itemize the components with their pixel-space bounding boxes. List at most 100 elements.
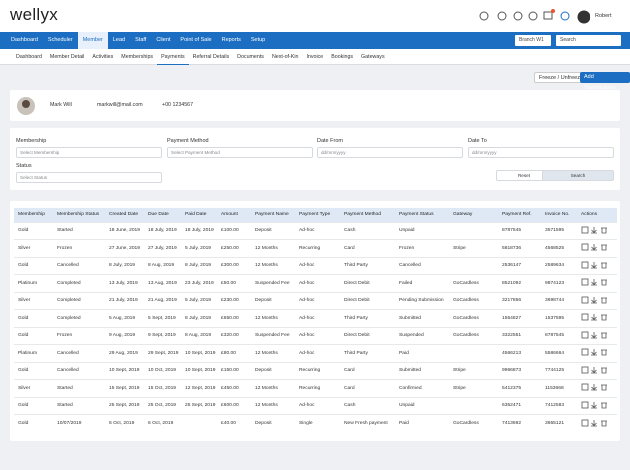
delete-icon[interactable] [601, 384, 607, 391]
download-icon[interactable] [591, 349, 597, 356]
edit-icon[interactable] [581, 296, 589, 304]
row-actions [581, 401, 607, 409]
download-icon[interactable] [591, 226, 597, 234]
edit-icon[interactable] [581, 366, 589, 374]
edit-icon[interactable] [581, 278, 589, 286]
nav-item[interactable]: Staff [135, 37, 147, 43]
delete-icon[interactable] [601, 349, 607, 356]
column-header: Payment Status [395, 208, 449, 222]
sub-nav-item[interactable]: Activities [92, 53, 114, 60]
download-icon[interactable] [591, 279, 597, 286]
table-cell: Card [340, 239, 395, 257]
filter-input[interactable]: Select Status [16, 172, 162, 183]
sub-nav-item[interactable]: Payments [157, 49, 189, 65]
actions-cell [577, 361, 617, 380]
table-cell: Third Party [340, 256, 395, 275]
sub-nav-item[interactable]: Dashboard [16, 53, 42, 60]
edit-icon[interactable] [581, 401, 589, 409]
table-cell: 8521092 [498, 274, 541, 292]
icon[interactable] [479, 11, 489, 21]
table-cell: Card [340, 361, 395, 380]
delete-icon[interactable] [601, 332, 607, 339]
search-input[interactable]: Search [556, 35, 621, 46]
edit-icon[interactable] [581, 226, 589, 234]
icon[interactable] [560, 11, 570, 21]
delete-icon[interactable] [601, 227, 607, 234]
icon[interactable] [543, 11, 553, 20]
icon[interactable] [528, 11, 538, 21]
table-cell: Ad-hoc [295, 396, 340, 415]
delete-icon[interactable] [601, 297, 607, 304]
edit-icon[interactable] [581, 348, 589, 356]
avatar[interactable] [577, 10, 591, 24]
nav-item[interactable]: Lead [112, 37, 126, 43]
sub-nav-item[interactable]: Next-of-Kin [271, 53, 299, 60]
nav-item[interactable]: Client [156, 37, 171, 43]
sub-nav-item[interactable]: Bookings [331, 53, 354, 60]
download-icon[interactable] [591, 401, 597, 409]
sub-nav-item[interactable]: Memberships [121, 53, 154, 60]
edit-icon[interactable] [581, 419, 589, 426]
download-icon[interactable] [591, 384, 597, 391]
search-button[interactable]: Search [542, 170, 614, 181]
sub-nav-item[interactable]: Referral Details [192, 53, 230, 60]
column-header: Amount [217, 208, 251, 222]
icon[interactable] [497, 11, 507, 21]
nav-item[interactable]: Point of Sale [180, 37, 212, 43]
table-cell: Suspended Fee [251, 326, 295, 345]
nav-item[interactable]: Reports [221, 37, 241, 43]
branch-select[interactable]: Branch W1 [515, 35, 551, 46]
sub-nav-item[interactable]: Member Detail [49, 53, 85, 60]
nav-item[interactable]: Scheduler [47, 37, 73, 43]
filter-label: Date To [468, 138, 487, 144]
table-cell: Platinum [14, 344, 53, 362]
delete-icon[interactable] [601, 262, 607, 269]
table-cell: 3571595 [541, 221, 577, 240]
download-icon[interactable] [591, 419, 597, 426]
delete-icon[interactable] [601, 279, 607, 286]
edit-icon[interactable] [581, 383, 589, 391]
edit-icon[interactable] [581, 313, 589, 321]
table-cell: Ad-hoc [295, 221, 340, 240]
add-button[interactable]: Add Transactions [580, 72, 630, 91]
icon[interactable] [513, 11, 523, 21]
table-cell: Third Party [340, 344, 395, 362]
nav-item[interactable]: Member [77, 32, 108, 49]
nav-item[interactable]: Setup [250, 37, 266, 43]
filter-label: Status [16, 163, 32, 169]
logo[interactable]: wellyx [10, 5, 59, 24]
sub-nav-item[interactable]: Invoice [306, 53, 324, 60]
download-icon[interactable] [591, 261, 597, 269]
filter-input[interactable]: dd/mm/yyyy [468, 147, 614, 158]
edit-icon[interactable] [581, 261, 589, 269]
edit-icon[interactable] [581, 331, 589, 339]
delete-icon[interactable] [601, 420, 607, 426]
column-header: Due Date [144, 208, 181, 222]
download-icon[interactable] [591, 244, 597, 251]
table-cell: Pending Submission [395, 291, 449, 310]
table-cell: 21 Aug, 2019 [144, 291, 181, 310]
table-cell: 25 Sept, 2019 [105, 396, 144, 415]
filter-label: Membership [16, 138, 47, 144]
sub-nav-item[interactable]: Documents [237, 53, 264, 60]
table-cell: Third Party [340, 309, 395, 327]
filter-input[interactable]: Select Membership [16, 147, 162, 158]
table-row: Gold Cancelled 10 Sept, 2019 10 Oct, 2019 10… [14, 361, 617, 380]
delete-icon[interactable] [601, 244, 607, 251]
delete-icon[interactable] [601, 402, 607, 409]
filter-input[interactable]: dd/mm/yyyy [317, 147, 463, 158]
nav-item[interactable]: Dashboard [11, 37, 38, 43]
delete-icon[interactable] [601, 367, 607, 374]
delete-icon[interactable] [601, 314, 607, 321]
filter-input[interactable]: Select Payment Method [167, 147, 313, 158]
download-icon[interactable] [591, 366, 597, 374]
download-icon[interactable] [591, 296, 597, 304]
download-icon[interactable] [591, 314, 597, 321]
table-cell: Silver [14, 291, 53, 310]
table-cell: 5 Aug, 2019 [105, 309, 144, 327]
table-cell: 9874123 [541, 274, 577, 292]
edit-icon[interactable] [581, 243, 589, 251]
download-icon[interactable] [591, 331, 597, 339]
sub-nav-item[interactable]: Gateways [361, 53, 385, 60]
user-name[interactable]: Robert [595, 13, 612, 19]
